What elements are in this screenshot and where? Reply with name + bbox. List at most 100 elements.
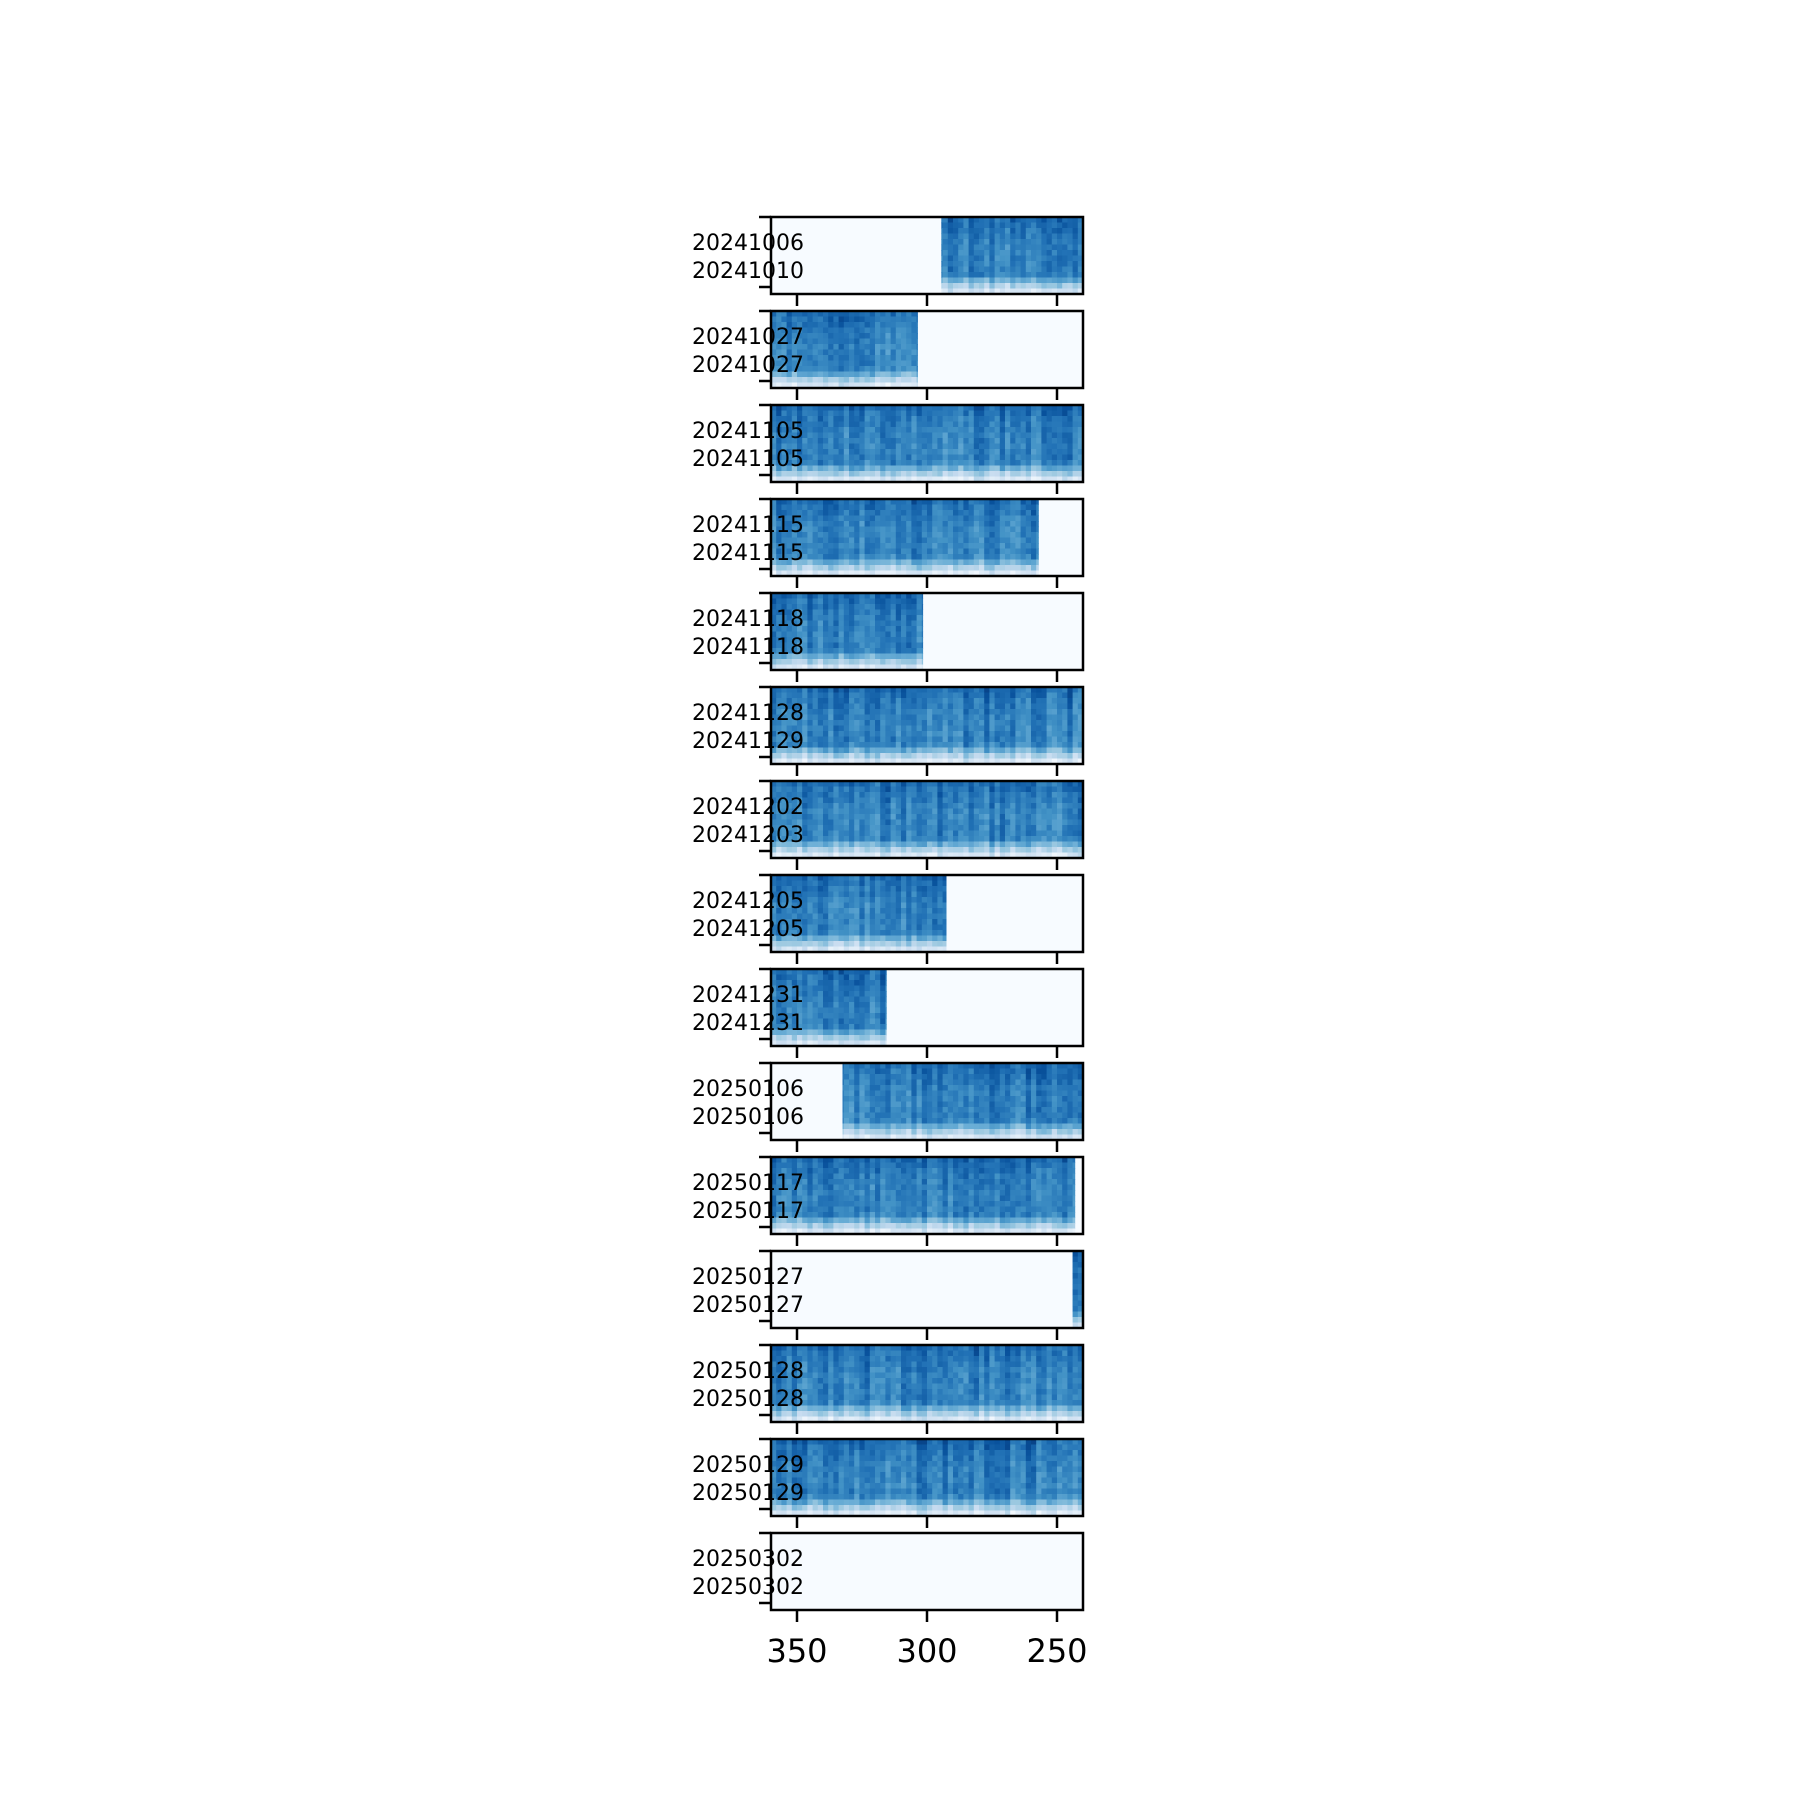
heatmap-cell [833,460,839,466]
heatmap-cell [948,693,954,699]
heatmap-cell [974,234,980,240]
heatmap-cell [1010,510,1016,516]
heatmap-cell [943,471,949,477]
heatmap-cell [1067,239,1073,245]
heatmap-cell [1021,278,1027,284]
heatmap-cell [1010,234,1016,240]
heatmap-cell [937,411,943,417]
heatmap-cell [958,411,964,417]
heatmap-cell [995,433,1001,439]
heatmap-cell [1021,427,1027,433]
heatmap-cell [1005,250,1011,256]
heatmap-cell [844,720,850,726]
heatmap-cell [833,753,839,759]
heatmap-cell [963,449,969,455]
heatmap-cell [865,748,871,754]
heatmap-cell [813,709,819,715]
heatmap-cell [885,599,891,605]
heatmap-cell [870,422,876,428]
heatmap-cell [948,427,954,433]
heatmap-cell [1000,505,1006,511]
heatmap-cell [1067,715,1073,721]
heatmap-cell [1067,704,1073,710]
heatmap-cell [823,753,829,759]
heatmap-cell [865,549,871,555]
heatmap-cell [953,521,959,527]
heatmap-cell [854,565,860,571]
heatmap-cell [823,333,829,339]
heatmap-cell [1057,726,1063,732]
heatmap-cell [927,411,933,417]
heatmap-cell [854,698,860,704]
heatmap-cell [1041,267,1047,273]
heatmap-cell [1026,460,1032,466]
heatmap-cell [1005,256,1011,262]
heatmap-cell [979,283,985,289]
heatmap-cell [823,532,829,538]
heatmap-cell [963,565,969,571]
heatmap-cell [849,460,855,466]
heatmap-cell [948,433,954,439]
heatmap-cell [870,350,876,356]
heatmap-cell [1026,444,1032,450]
heatmap-cell [1015,516,1021,522]
heatmap-cell [859,626,865,632]
heatmap-cell [1052,731,1058,737]
heatmap-cell [1000,521,1006,527]
heatmap-cells [771,687,1084,765]
heatmap-cell [833,361,839,367]
heatmap-cell [969,455,975,461]
heatmap-cell [963,516,969,522]
heatmap-cell [995,505,1001,511]
heatmap-cell [875,416,881,422]
heatmap-cell [891,411,897,417]
heatmap-cell [911,344,917,350]
heatmap-cell [1052,726,1058,732]
heatmap-cell [818,709,824,715]
heatmap-cell [818,505,824,511]
heatmap-cell [833,648,839,654]
heatmap-cell [896,516,902,522]
heatmap-cell [870,626,876,632]
heatmap-cell [844,731,850,737]
heatmap-cell [1067,256,1073,262]
heatmap-cell [989,737,995,743]
heatmap-cell [911,416,917,422]
heatmap-cell [989,416,995,422]
heatmap-cell [870,543,876,549]
heatmap-cell [1031,272,1037,278]
heatmap-cell [818,742,824,748]
heatmap-cell [807,449,813,455]
heatmap-cell [1057,422,1063,428]
heatmap-cell [922,560,928,566]
heatmap-cell [1062,256,1068,262]
heatmap-cell [901,637,907,643]
heatmap-cell [1052,245,1058,251]
heatmap-cell [870,737,876,743]
heatmap-cell [833,720,839,726]
heatmap-cell [989,261,995,267]
heatmap-cell [1026,250,1032,256]
heatmap-cell [932,704,938,710]
heatmap-cell [870,632,876,638]
heatmap-cell [911,565,917,571]
heatmap-cell [859,521,865,527]
heatmap-cell [813,460,819,466]
heatmap-cell [885,317,891,323]
heatmap-cell [813,659,819,665]
heatmap-cell [995,427,1001,433]
heatmap-cell [906,726,912,732]
heatmap-cell [833,366,839,372]
heatmap-cell [865,615,871,621]
heatmap-cell [1036,748,1042,754]
heatmap-cell [833,444,839,450]
heatmap-cell [995,549,1001,555]
heatmap-cell [1052,466,1058,472]
heatmap-cell [880,317,886,323]
heatmap-cell [1015,704,1021,710]
heatmap-cell [797,317,803,323]
heatmap-cell [958,560,964,566]
heatmap-cell [828,372,834,378]
heatmap-cell [932,720,938,726]
